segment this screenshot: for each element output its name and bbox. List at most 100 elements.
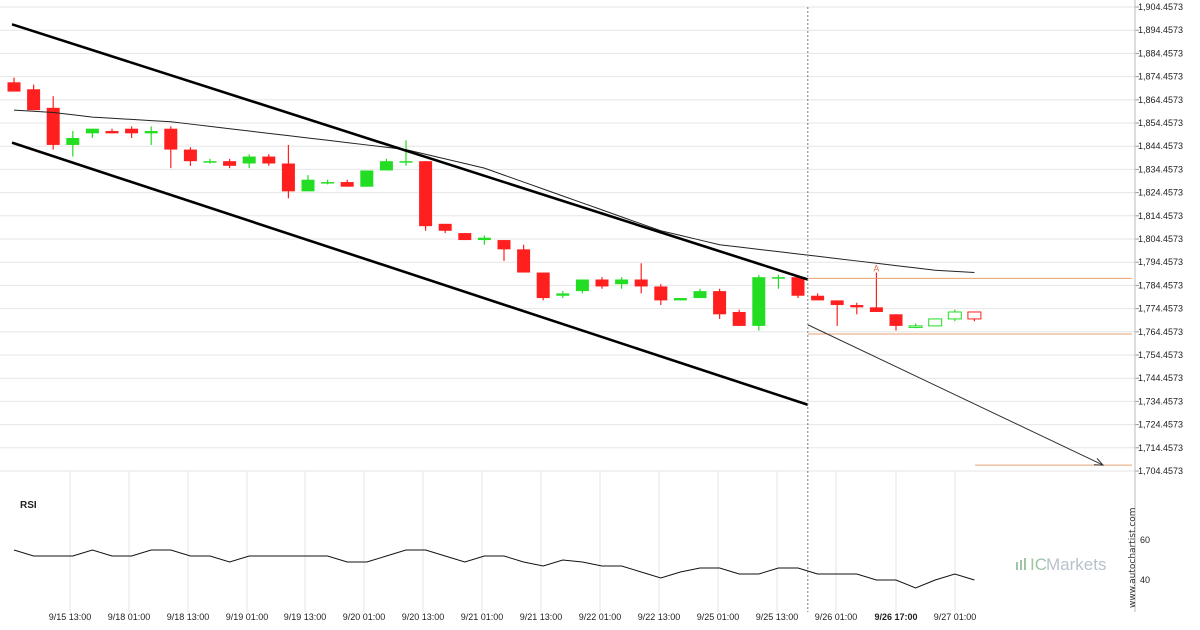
candle-body <box>673 298 687 301</box>
y-tick-label: 1,774.4573 <box>1138 304 1183 314</box>
y-tick-label: 1,724.4573 <box>1138 420 1183 430</box>
y-tick-label: 1,784.4573 <box>1138 280 1183 290</box>
candle-body <box>66 137 80 145</box>
candle-body <box>340 182 354 187</box>
candle-body <box>556 293 570 296</box>
x-tick-label: 9/22 01:00 <box>579 612 622 622</box>
candle-body <box>399 161 413 163</box>
y-tick-label: 1,884.4573 <box>1138 48 1183 58</box>
candle-body <box>164 128 178 150</box>
x-tick-label: 9/21 01:00 <box>461 612 504 622</box>
y-tick-label: 1,894.4573 <box>1138 25 1183 35</box>
candle-body <box>379 161 393 171</box>
pattern-marker-label: A <box>873 264 879 274</box>
candle-body <box>262 156 276 164</box>
y-tick-label: 1,714.4573 <box>1138 443 1183 453</box>
candle-body <box>497 240 511 250</box>
projection-arrow <box>807 324 1104 466</box>
channel-upper-line <box>11 23 809 281</box>
x-tick-label: 9/15 13:00 <box>49 612 92 622</box>
y-tick-label: 1,824.4573 <box>1138 188 1183 198</box>
candle-body <box>947 311 962 320</box>
x-tick-label: 9/26 17:00 <box>874 612 917 622</box>
x-tick-label: 9/20 01:00 <box>343 612 386 622</box>
candle-body <box>575 279 589 292</box>
x-tick-label: 9/25 01:00 <box>697 612 740 622</box>
candle-body <box>928 318 943 327</box>
brand-name: Markets <box>1046 555 1106 574</box>
x-tick-label: 9/19 13:00 <box>284 612 327 622</box>
brand-watermark: IC Markets <box>1016 555 1106 574</box>
y-tick-label: 1,804.4573 <box>1138 234 1183 244</box>
y-tick-label: 1,874.4573 <box>1138 72 1183 82</box>
candle-body <box>791 277 805 296</box>
x-tick-label: 9/18 01:00 <box>108 612 151 622</box>
rsi-tick-label: 40 <box>1140 575 1150 585</box>
candle-body <box>771 277 785 279</box>
candle-body <box>144 131 158 134</box>
candle-body <box>203 161 217 163</box>
side-watermark: www.autochartist.com <box>1128 507 1138 608</box>
candle-body <box>125 128 139 134</box>
candle-body <box>752 277 766 326</box>
candle-body <box>693 291 707 299</box>
candle-body <box>536 272 550 299</box>
candle-body <box>595 279 609 287</box>
rsi-tick-label: 60 <box>1140 535 1150 545</box>
y-tick-label: 1,764.4573 <box>1138 327 1183 337</box>
x-tick-label: 9/21 13:00 <box>520 612 563 622</box>
candle-body <box>281 163 295 192</box>
y-tick-label: 1,754.4573 <box>1138 350 1183 360</box>
y-tick-label: 1,904.4573 <box>1138 2 1183 12</box>
candle-body <box>713 291 727 315</box>
y-tick-label: 1,794.4573 <box>1138 257 1183 267</box>
y-tick-label: 1,814.4573 <box>1138 211 1183 221</box>
candle-body <box>7 82 21 92</box>
y-tick-label: 1,744.4573 <box>1138 373 1183 383</box>
brand-ic: IC <box>1030 555 1047 574</box>
projection-arrowhead <box>1093 458 1105 466</box>
candle-body <box>634 279 648 287</box>
y-tick-label: 1,864.4573 <box>1138 95 1183 105</box>
candle-body <box>85 128 99 134</box>
channel-lower-line <box>11 141 809 407</box>
x-tick-label: 9/22 13:00 <box>638 612 681 622</box>
x-tick-label: 9/25 13:00 <box>756 612 799 622</box>
brand-bars-icon <box>1016 558 1026 570</box>
candles <box>7 77 982 331</box>
candle-body <box>830 300 844 306</box>
candle-body <box>811 295 825 301</box>
rsi-label: RSI <box>20 500 37 511</box>
y-tick-label: 1,704.4573 <box>1138 466 1183 476</box>
candle-body <box>183 149 197 162</box>
candle-body <box>458 233 472 241</box>
candle-body <box>654 286 668 301</box>
candle-body <box>105 131 119 134</box>
y-tick-label: 1,854.4573 <box>1138 118 1183 128</box>
rsi-ticks: 60 40 <box>1140 535 1150 585</box>
candle-body <box>242 156 256 164</box>
candle-body <box>46 107 60 145</box>
candle-body <box>360 170 374 187</box>
moving-average-line <box>13 109 975 274</box>
x-tick-label: 9/26 01:00 <box>815 612 858 622</box>
candle-body <box>615 279 629 285</box>
candle-body <box>419 161 433 227</box>
candle-body <box>301 179 315 192</box>
candle-body <box>517 249 531 273</box>
candle-body <box>477 237 491 241</box>
x-axis-ticks: 9/15 13:00 9/18 01:00 9/18 13:00 9/19 01:00… <box>49 612 977 622</box>
candle-body <box>732 311 746 326</box>
y-axis-ticks: 1,904.4573 1,894.4573 1,884.4573 1,874.4573… <box>1134 0 1183 612</box>
y-tick-label: 1,834.4573 <box>1138 164 1183 174</box>
candle-body <box>908 325 923 328</box>
x-tick-label: 9/19 01:00 <box>226 612 269 622</box>
candle-body <box>850 305 864 308</box>
x-tick-label: 9/18 13:00 <box>167 612 210 622</box>
candle-body <box>27 89 41 111</box>
rsi-line <box>13 549 975 589</box>
x-tick-label: 9/20 13:00 <box>402 612 445 622</box>
candle-body <box>223 161 237 166</box>
y-tick-label: 1,844.4573 <box>1138 141 1183 151</box>
